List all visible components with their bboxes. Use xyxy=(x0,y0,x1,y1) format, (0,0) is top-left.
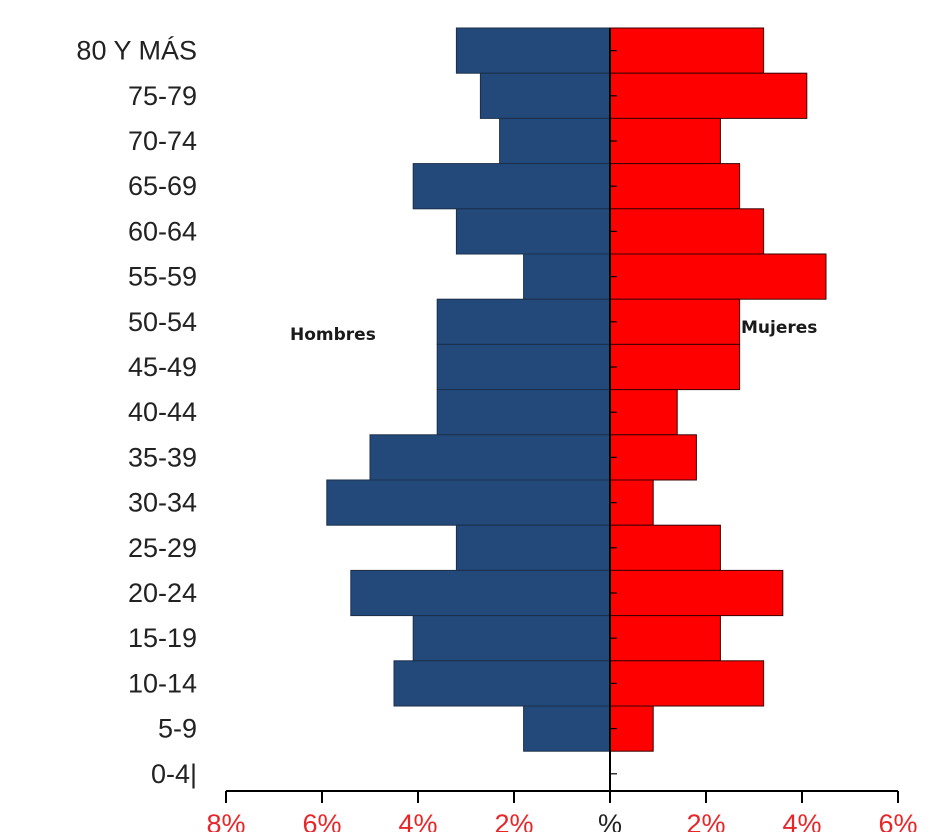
bar-hombres-10 xyxy=(326,479,611,526)
category-label-4: 60-64 xyxy=(128,216,197,246)
category-label-10: 30-34 xyxy=(128,488,197,518)
category-label-16: 0-4| xyxy=(151,759,197,789)
bar-hombres-8 xyxy=(436,389,611,436)
category-label-2: 70-74 xyxy=(128,126,197,156)
bar-hombres-5 xyxy=(523,253,611,300)
bar-mujeres-14 xyxy=(609,660,765,707)
category-label-14: 10-14 xyxy=(128,668,197,698)
bar-hombres-12 xyxy=(350,569,611,617)
bar-mujeres-9 xyxy=(609,434,697,481)
bar-hombres-11 xyxy=(455,524,611,571)
bar-mujeres-0 xyxy=(609,27,765,74)
bar-mujeres-3 xyxy=(609,163,741,210)
bar-hombres-2 xyxy=(499,117,611,165)
category-label-1: 75-79 xyxy=(128,81,197,111)
x-tick-label-4: % xyxy=(598,809,622,832)
bar-mujeres-12 xyxy=(609,569,784,617)
x-tick-label-6: 4% xyxy=(782,809,821,832)
bar-mujeres-13 xyxy=(609,615,721,662)
bar-mujeres-2 xyxy=(609,117,721,165)
bar-hombres-1 xyxy=(479,72,611,119)
bar-mujeres-11 xyxy=(609,524,721,571)
bar-hombres-4 xyxy=(455,208,611,255)
category-label-13: 15-19 xyxy=(128,623,197,653)
series-label-hombres: Hombres xyxy=(290,325,376,345)
category-label-5: 55-59 xyxy=(128,262,197,292)
bar-hombres-13 xyxy=(412,615,611,662)
bar-mujeres-7 xyxy=(609,343,741,391)
bar-mujeres-8 xyxy=(609,389,678,436)
category-labels: 80 Y MÁS 75-79 70-74 65-69 60-64 55-59 50-54 45… xyxy=(76,36,197,789)
category-label-8: 40-44 xyxy=(128,397,197,427)
bars-group xyxy=(326,27,827,752)
bar-mujeres-1 xyxy=(609,72,808,119)
x-tick-label-0: 8% xyxy=(206,809,245,832)
category-label-0: 80 Y MÁS xyxy=(76,36,197,66)
bar-mujeres-15 xyxy=(609,705,654,752)
x-tick-label-7: 6% xyxy=(878,809,917,832)
category-label-6: 50-54 xyxy=(128,307,197,337)
series-label-mujeres: Mujeres xyxy=(741,318,817,338)
x-tick-label-2: 4% xyxy=(398,809,437,832)
bar-mujeres-5 xyxy=(609,253,827,300)
bar-hombres-9 xyxy=(369,434,611,481)
category-label-11: 25-29 xyxy=(128,533,197,563)
x-tick-label-5: 2% xyxy=(686,809,725,832)
x-tick-label-3: 2% xyxy=(494,809,533,832)
category-label-12: 20-24 xyxy=(128,578,197,608)
category-label-9: 35-39 xyxy=(128,442,197,472)
bar-hombres-6 xyxy=(436,298,611,345)
category-label-15: 5-9 xyxy=(158,714,197,744)
bar-mujeres-10 xyxy=(609,479,654,526)
bar-hombres-0 xyxy=(455,27,611,74)
x-axis: 8% 6% 4% 2%% 2% 4% 6% xyxy=(206,790,918,832)
center-axis xyxy=(609,28,617,791)
bar-mujeres-4 xyxy=(609,208,765,255)
bar-hombres-14 xyxy=(393,660,611,707)
bar-hombres-15 xyxy=(523,705,611,752)
category-label-3: 65-69 xyxy=(128,171,197,201)
bar-mujeres-6 xyxy=(609,298,741,345)
bar-hombres-7 xyxy=(436,343,611,391)
x-tick-label-1: 6% xyxy=(302,809,341,832)
category-label-7: 45-49 xyxy=(128,352,197,382)
bar-hombres-3 xyxy=(412,163,611,210)
